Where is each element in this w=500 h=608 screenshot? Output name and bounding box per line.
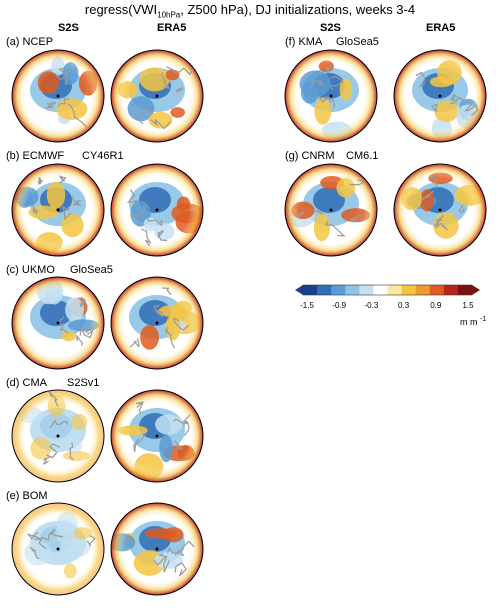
colorbar-segment [401,285,417,295]
colorbar-tick-label: 0.9 [430,301,442,310]
colorbar-segment [345,285,360,295]
colorbar-tick-label: -1.5 [300,301,314,310]
panel-model-d: S2Sv1 [67,377,100,389]
column-header-s2s-right: S2S [320,22,341,34]
map-2-s2s [11,276,105,370]
panel-label-f: (f) KMA [285,36,323,48]
colorbar-segment [457,285,473,295]
map-0-era5 [110,49,204,143]
colorbar-segment [359,285,374,295]
map-3-s2s [11,389,105,483]
panel-label-a: (a) NCEP [6,36,54,48]
map-5-era5 [393,49,487,143]
map-4-s2s [11,502,105,596]
colorbar-tick-label: -0.9 [332,301,347,310]
map-3-era5 [110,389,204,483]
colorbar-scale [295,284,480,296]
colorbar-tick-label: 1.5 [462,301,474,310]
panel-model-b: CY46R1 [82,150,124,162]
map-6-s2s [284,163,378,257]
colorbar-max-arrow [472,285,480,295]
colorbar-segment [429,285,445,295]
colorbar-tick-label: 0.3 [398,301,410,310]
colorbar-segment [373,285,388,295]
panel-label-c: (c) UKMO [6,264,55,276]
panel-label-e: (e) BOM [6,490,48,502]
map-2-era5 [110,276,204,370]
colorbar-tick-label: -0.3 [364,301,379,310]
colorbar: -1.5 -0.9 -0.3 0.3 0.9 1.5 [295,283,480,328]
colorbar-segment [331,285,346,295]
panel-label-b: (b) ECMWF [6,150,65,162]
colorbar-segment [387,285,403,295]
panel-model-g: CM6.1 [346,150,379,162]
map-0-s2s [11,49,105,143]
panel-label-d: (d) CMA [6,377,47,389]
column-header-s2s-left: S2S [58,22,79,34]
colorbar-segment [317,285,332,295]
column-header-era5-left: ERA5 [157,22,187,34]
map-1-era5 [110,163,204,257]
map-4-era5 [110,502,204,596]
figure-title: regress(VWI10hPa, Z500 hPa), DJ initiali… [84,2,416,20]
colorbar-segment [303,285,318,295]
panel-label-g: (g) CNRM [285,150,335,162]
colorbar-min-arrow [295,285,303,295]
colorbar-segment [443,285,459,295]
map-6-era5 [393,163,487,257]
colorbar-segment [415,285,431,295]
map-5-s2s [284,49,378,143]
panel-model-c: GloSea5 [70,264,113,276]
map-1-s2s [11,163,105,257]
panel-model-f: GloSea5 [336,36,379,48]
column-header-era5-right: ERA5 [426,22,456,34]
colorbar-unit: m m -1 [460,316,487,327]
